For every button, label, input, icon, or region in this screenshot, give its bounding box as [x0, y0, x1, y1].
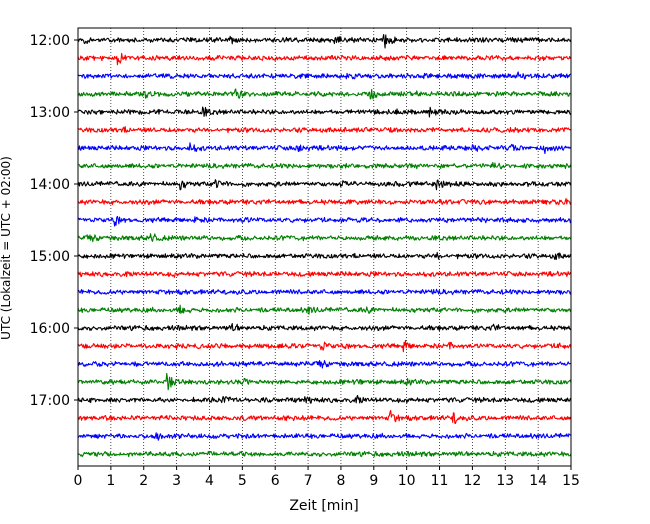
y-tick-label: 12:00	[30, 33, 70, 49]
seismic-trace	[77, 71, 572, 80]
seismic-trace	[77, 126, 572, 134]
seismic-trace	[77, 198, 572, 206]
x-tick-label: 14	[529, 473, 547, 489]
y-tick-label: 14:00	[30, 177, 70, 193]
seismic-trace	[77, 52, 572, 66]
x-axis-ticks: 0 1 2 3 4 5 6 7 8 9 10 11 12 13 14 15	[74, 466, 580, 489]
x-tick-label: 11	[431, 473, 449, 489]
y-tick-label: 13:00	[30, 105, 70, 121]
x-tick-label: 1	[106, 473, 115, 489]
y-tick-label: 17:00	[30, 393, 70, 409]
seismic-trace	[77, 394, 572, 404]
grid-layer	[110, 28, 539, 466]
y-axis-label: UTC (Lokalzeit = UTC + 02:00)	[0, 156, 13, 340]
seismic-trace	[77, 450, 572, 458]
seismic-trace	[77, 161, 572, 170]
seismic-trace	[77, 372, 572, 391]
plot-frame	[77, 27, 572, 467]
x-tick-label: 15	[562, 473, 580, 489]
x-axis-label: Zeit [min]	[289, 498, 358, 514]
x-tick-label: 0	[74, 473, 83, 489]
seismic-trace	[77, 88, 572, 100]
x-tick-label: 8	[336, 473, 345, 489]
x-tick-label: 2	[139, 473, 148, 489]
y-axis-ticks: 12:00 13:00 14:00 15:00 16:00 17:00	[30, 33, 78, 409]
seismic-trace	[77, 270, 572, 278]
y-tick-label: 15:00	[30, 249, 70, 265]
seismic-trace	[77, 432, 572, 441]
x-tick-label: 10	[398, 473, 416, 489]
x-tick-label: 13	[496, 473, 514, 489]
seismic-trace	[77, 34, 572, 49]
x-tick-label: 12	[463, 473, 481, 489]
x-tick-label: 9	[369, 473, 378, 489]
seismic-trace	[77, 106, 572, 118]
seismic-trace	[77, 339, 572, 353]
seismic-trace	[77, 323, 572, 332]
seismic-trace	[77, 251, 572, 261]
seismic-trace	[77, 142, 572, 155]
seismic-trace	[77, 288, 572, 296]
frame-layer	[77, 27, 572, 467]
seismic-trace	[77, 215, 572, 227]
traces-layer	[77, 34, 572, 458]
x-tick-label: 6	[271, 473, 280, 489]
x-tick-label: 4	[205, 473, 214, 489]
seismic-trace	[77, 179, 572, 191]
y-tick-label: 16:00	[30, 321, 70, 337]
x-tick-label: 3	[172, 473, 181, 489]
seismic-trace	[77, 360, 572, 369]
x-tick-label: 5	[238, 473, 247, 489]
seismic-trace	[77, 304, 572, 315]
seismic-trace	[77, 409, 572, 425]
seismic-trace	[77, 233, 572, 243]
x-tick-label: 7	[304, 473, 313, 489]
